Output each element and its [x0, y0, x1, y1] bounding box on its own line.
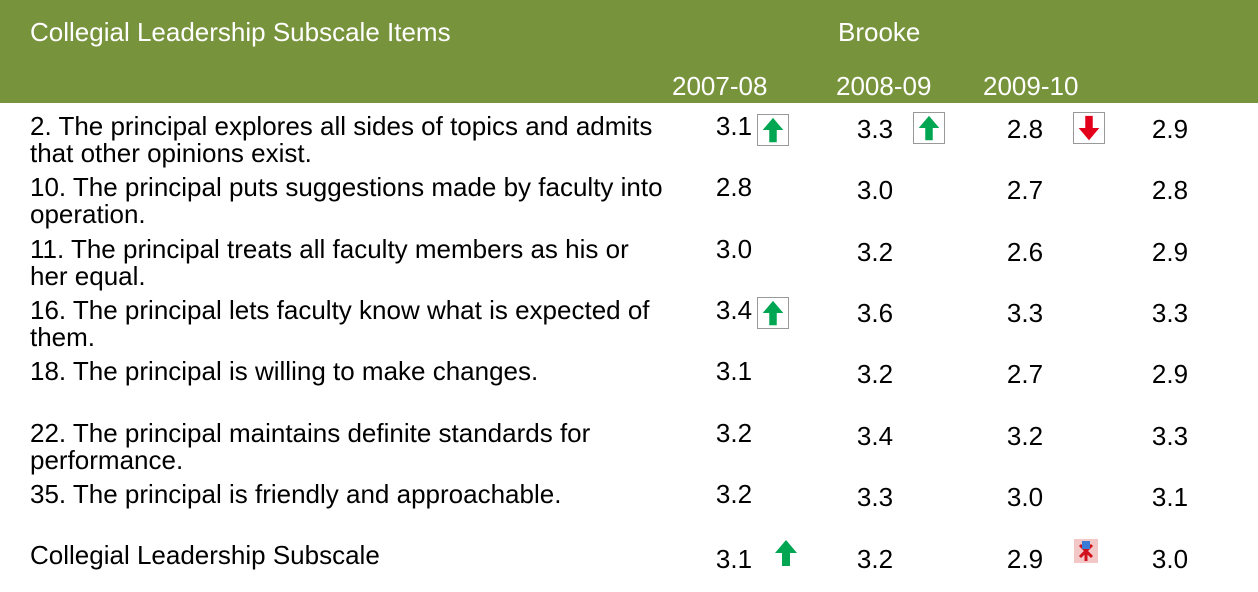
score: 2.9: [1151, 114, 1189, 144]
score: 3.2: [856, 359, 894, 390]
score: 3.3: [856, 481, 894, 512]
score: 3.2: [856, 544, 894, 575]
score: 3.1: [715, 111, 753, 141]
up-arrow: [757, 297, 789, 329]
table-header: Collegial Leadership Subscale Items Broo…: [0, 0, 1258, 103]
score: 2.8: [1006, 114, 1044, 144]
score: 3.3: [1151, 420, 1189, 451]
score: 3.2: [715, 417, 753, 448]
score: 2.8: [715, 172, 753, 203]
score: 3.0: [715, 233, 753, 264]
score: 2.6: [1006, 236, 1044, 267]
score: 3.6: [856, 297, 894, 328]
item-text: 2. The principal explores all sides of t…: [30, 111, 653, 168]
item-text: 10. The principal puts suggestions made …: [30, 172, 663, 230]
item-text: 18. The principal is willing to make cha…: [30, 356, 539, 387]
score: 3.2: [856, 236, 894, 267]
up-arrow: [913, 112, 945, 144]
score: 3.3: [1006, 297, 1044, 328]
year-label: 2007-08: [672, 71, 768, 101]
score: 3.3: [1151, 297, 1189, 328]
score: 3.1: [1151, 481, 1189, 512]
year-label: 2008-09: [836, 71, 932, 101]
score: 2.9: [1151, 359, 1189, 390]
score: 2.7: [1006, 175, 1044, 206]
item-text: 22. The principal maintains definite sta…: [30, 417, 591, 475]
score: 2.8: [1151, 175, 1189, 206]
year-label: 2009-10: [983, 71, 1079, 101]
item-text: 35. The principal is friendly and approa…: [30, 478, 562, 509]
score: 2.7: [1006, 359, 1044, 390]
score: 3.2: [1006, 420, 1044, 451]
score: 3.4: [856, 420, 894, 451]
score: 3.4: [715, 294, 753, 325]
score: 2.9: [1151, 236, 1189, 267]
item-text: Collegial Leadership Subscale: [30, 540, 380, 571]
down-arrow: [1073, 112, 1105, 144]
score: 3.3: [856, 114, 894, 144]
broken-icon: [1070, 535, 1102, 567]
item-text: 16. The principal lets faculty know what…: [30, 294, 650, 352]
score: 3.0: [856, 175, 894, 206]
score: 3.0: [1006, 481, 1044, 512]
item-text: 11. The principal treats all faculty mem…: [30, 233, 629, 291]
score: 3.2: [715, 478, 753, 509]
up-arrow: [757, 114, 789, 146]
score: 3.1: [715, 356, 753, 387]
header-title: Collegial Leadership Subscale Items: [30, 17, 451, 47]
up-arrow: [770, 537, 802, 569]
group-label: Brooke: [838, 17, 921, 47]
score: 2.9: [1006, 544, 1044, 575]
score: 3.0: [1151, 544, 1189, 575]
score: 3.1: [715, 544, 753, 575]
